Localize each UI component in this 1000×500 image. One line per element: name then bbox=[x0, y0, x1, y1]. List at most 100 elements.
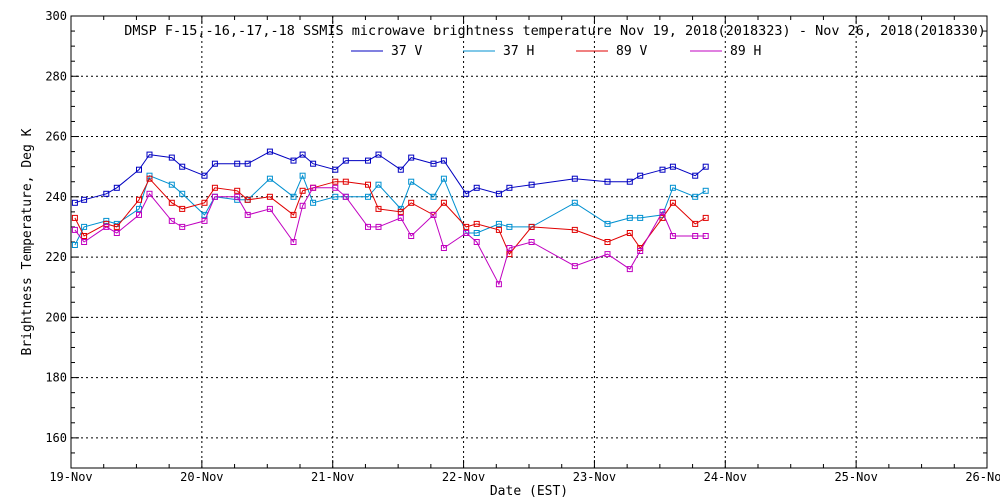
data-point-89v bbox=[365, 181, 371, 188]
data-point-37v bbox=[103, 190, 110, 197]
grid bbox=[71, 16, 987, 468]
data-point-89v bbox=[669, 199, 676, 206]
data-point-89h bbox=[81, 239, 88, 245]
data-point-89h bbox=[637, 248, 644, 254]
data-point-89v bbox=[463, 223, 470, 230]
data-point-89h bbox=[332, 184, 339, 191]
data-point-37v bbox=[211, 160, 218, 167]
data-point-37v bbox=[506, 184, 513, 191]
series-89h bbox=[71, 184, 709, 288]
legend: 37 V 37 H 89 V 89 H bbox=[351, 44, 761, 59]
data-point-37h bbox=[692, 193, 699, 200]
data-point-37h bbox=[506, 223, 513, 230]
data-series bbox=[71, 148, 709, 288]
data-point-89h bbox=[473, 239, 480, 245]
data-point-37h bbox=[408, 178, 415, 185]
legend-label-89v: 89 V bbox=[616, 44, 647, 59]
data-point-89h bbox=[71, 226, 78, 233]
data-point-89h bbox=[692, 233, 699, 239]
legend-label-37h: 37 H bbox=[503, 44, 534, 59]
data-point-37v bbox=[692, 172, 699, 179]
data-point-37h bbox=[669, 184, 676, 191]
data-point-37v bbox=[440, 157, 447, 164]
x-tick-label: 25-Nov bbox=[834, 470, 877, 484]
data-point-37v bbox=[463, 190, 470, 197]
data-point-89h bbox=[234, 193, 241, 200]
data-point-37v bbox=[290, 157, 297, 164]
series-line-37h bbox=[74, 174, 706, 246]
data-point-37h bbox=[375, 181, 382, 188]
data-point-89v bbox=[201, 199, 208, 206]
data-point-37v bbox=[244, 160, 251, 167]
x-tick-label: 19-Nov bbox=[49, 470, 92, 484]
data-point-89h bbox=[463, 230, 470, 236]
data-point-89h bbox=[179, 223, 186, 230]
data-point-37v bbox=[659, 166, 666, 173]
data-point-37v bbox=[408, 154, 415, 161]
data-point-37v bbox=[168, 154, 175, 161]
legend-label-37v: 37 V bbox=[391, 44, 422, 59]
data-point-89h bbox=[201, 217, 208, 224]
data-point-37v bbox=[113, 184, 120, 191]
data-point-89v bbox=[342, 178, 349, 185]
data-point-89h bbox=[571, 263, 578, 270]
data-point-89v bbox=[397, 208, 404, 215]
y-tick-label: 280 bbox=[45, 69, 67, 83]
data-point-89v bbox=[626, 230, 633, 236]
data-point-37h bbox=[332, 193, 339, 200]
data-point-37h bbox=[81, 223, 88, 230]
data-point-37h bbox=[299, 172, 306, 179]
data-point-89h bbox=[168, 217, 175, 224]
x-tick-label: 21-Nov bbox=[311, 470, 354, 484]
chart-title: DMSP F-15,-16,-17,-18 SSMIS microwave br… bbox=[124, 23, 986, 39]
x-tick-label: 20-Nov bbox=[180, 470, 223, 484]
data-point-89v bbox=[81, 233, 88, 239]
data-point-37v bbox=[81, 196, 88, 203]
data-point-37v bbox=[375, 151, 382, 158]
data-point-89v bbox=[266, 193, 273, 200]
data-point-89h bbox=[211, 193, 218, 200]
data-point-37v bbox=[430, 160, 437, 167]
data-point-89v bbox=[506, 251, 513, 258]
data-point-89v bbox=[146, 175, 153, 182]
data-point-37v bbox=[310, 160, 317, 167]
data-point-37v bbox=[528, 181, 535, 188]
data-point-37h bbox=[266, 175, 273, 182]
data-point-89v bbox=[244, 196, 251, 203]
data-point-89h bbox=[408, 233, 415, 239]
data-point-89v bbox=[234, 187, 241, 194]
series-line-37v bbox=[74, 151, 707, 204]
legend-label-89h: 89 H bbox=[730, 44, 761, 59]
data-point-89v bbox=[692, 220, 699, 227]
data-point-89v bbox=[473, 220, 480, 227]
data-point-89h bbox=[397, 214, 404, 221]
x-tick-label: 22-Nov bbox=[442, 470, 485, 484]
data-point-89v bbox=[71, 214, 78, 221]
data-point-89h bbox=[310, 184, 317, 191]
data-point-37h bbox=[604, 220, 611, 227]
y-tick-label: 220 bbox=[45, 250, 67, 264]
data-point-89h bbox=[146, 190, 153, 197]
data-point-89h bbox=[290, 239, 297, 245]
data-point-37h bbox=[571, 199, 578, 206]
x-tick-label: 26-Nov bbox=[965, 470, 1000, 484]
data-point-89h bbox=[113, 230, 120, 236]
data-point-37h bbox=[626, 214, 633, 221]
data-point-37h bbox=[365, 193, 371, 200]
y-tick-label: 240 bbox=[45, 190, 67, 204]
data-point-37v bbox=[234, 160, 241, 167]
data-point-37v bbox=[332, 166, 339, 173]
y-tick-label: 260 bbox=[45, 130, 67, 144]
data-point-89h bbox=[702, 233, 709, 239]
data-point-89h bbox=[669, 233, 676, 239]
data-point-89v bbox=[332, 178, 339, 185]
data-point-37h bbox=[430, 193, 437, 200]
x-axis-label: Date (EST) bbox=[490, 484, 568, 499]
x-tick-label: 24-Nov bbox=[704, 470, 747, 484]
data-point-37v bbox=[71, 199, 78, 206]
data-point-37v bbox=[626, 178, 633, 185]
data-point-37v bbox=[604, 178, 611, 185]
data-point-89v bbox=[290, 211, 297, 218]
data-point-37h bbox=[71, 242, 78, 248]
data-point-89h bbox=[266, 205, 273, 212]
